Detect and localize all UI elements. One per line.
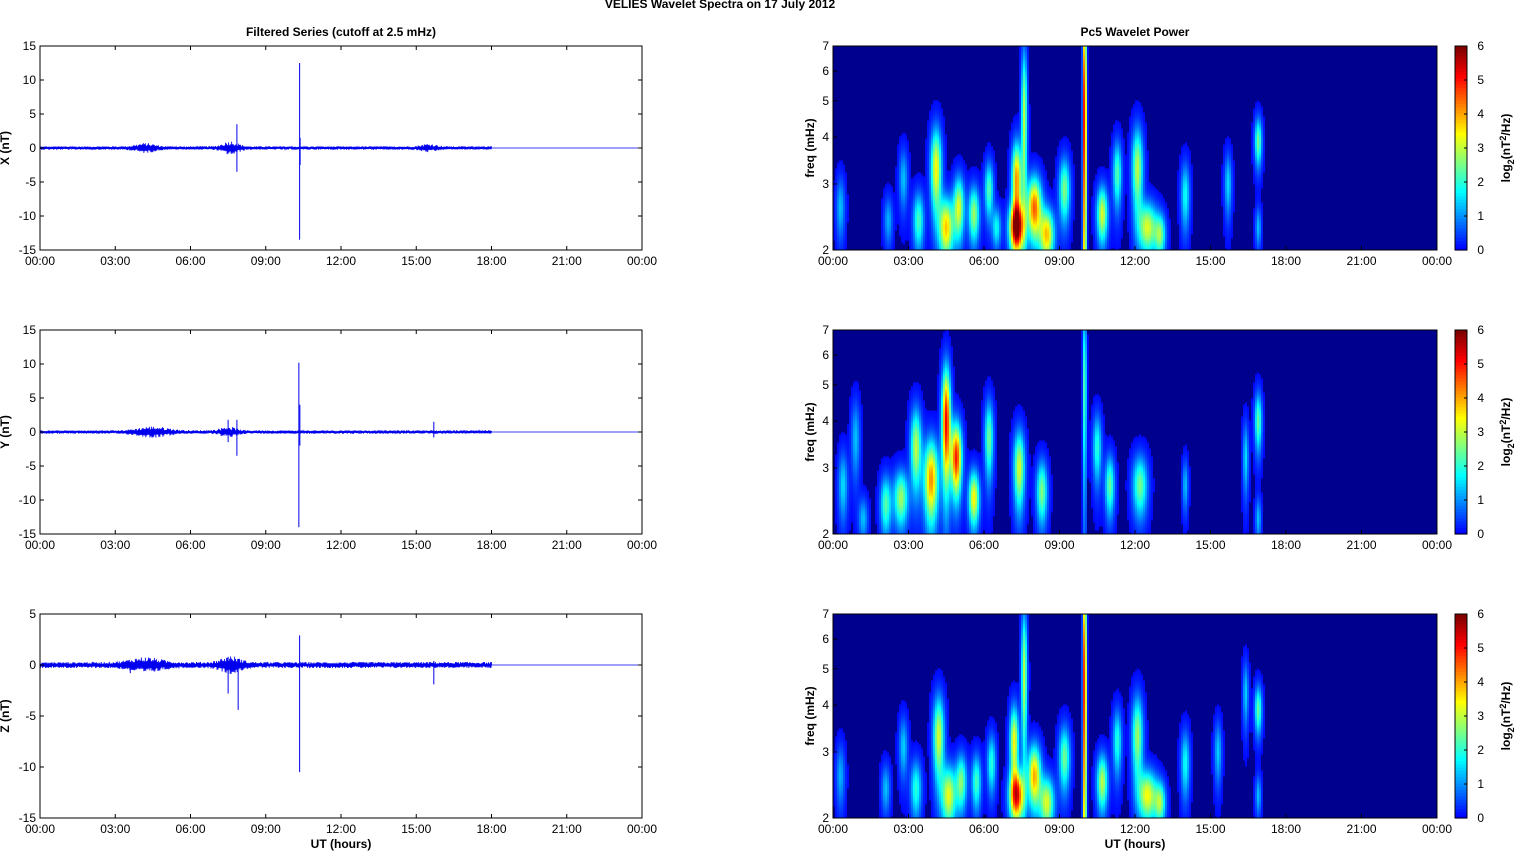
y-tick-label: -10 bbox=[19, 209, 37, 223]
x-tick-label: 12:00 bbox=[326, 254, 356, 268]
y-tick-label: 0 bbox=[29, 425, 36, 439]
x-tick-label: 12:00 bbox=[326, 538, 356, 552]
x-tick-label: 18:00 bbox=[476, 822, 506, 836]
x-tick-label: 00:00 bbox=[25, 538, 55, 552]
x-tick-label: 06:00 bbox=[175, 254, 205, 268]
y-tick-label: 15 bbox=[23, 323, 37, 337]
x-tick-label: 18:00 bbox=[476, 538, 506, 552]
y-axis-label: Z (nT) bbox=[0, 699, 12, 732]
y-tick-label: 5 bbox=[29, 107, 36, 121]
x-tick-label: 15:00 bbox=[401, 822, 431, 836]
y-tick-label: -5 bbox=[25, 459, 36, 473]
x-tick-label: 06:00 bbox=[175, 538, 205, 552]
y-tick-label: 0 bbox=[29, 658, 36, 672]
x-tick-label: 09:00 bbox=[251, 538, 281, 552]
x-tick-label: 15:00 bbox=[401, 254, 431, 268]
x-tick-label: 09:00 bbox=[251, 254, 281, 268]
x-tick-label: 18:00 bbox=[476, 254, 506, 268]
x-tick-label: 00:00 bbox=[627, 822, 657, 836]
y-axis-label: Y (nT) bbox=[0, 415, 12, 449]
y-tick-label: -10 bbox=[19, 493, 37, 507]
x-tick-label: 00:00 bbox=[627, 254, 657, 268]
y-axis-label: X (nT) bbox=[0, 131, 12, 165]
x-tick-label: 09:00 bbox=[251, 822, 281, 836]
x-tick-label: 03:00 bbox=[100, 254, 130, 268]
x-tick-label: 03:00 bbox=[100, 538, 130, 552]
x-tick-label: 21:00 bbox=[552, 254, 582, 268]
x-tick-label: 06:00 bbox=[175, 822, 205, 836]
y-tick-label: 10 bbox=[23, 357, 37, 371]
y-tick-label: -5 bbox=[25, 175, 36, 189]
x-tick-label: 03:00 bbox=[100, 822, 130, 836]
x-tick-label: 00:00 bbox=[25, 822, 55, 836]
y-tick-label: 5 bbox=[29, 607, 36, 621]
y-tick-label: 15 bbox=[23, 39, 37, 53]
y-tick-label: -10 bbox=[19, 760, 37, 774]
y-tick-label: -5 bbox=[25, 709, 36, 723]
y-tick-label: 0 bbox=[29, 141, 36, 155]
x-tick-label: 15:00 bbox=[401, 538, 431, 552]
x-tick-label: 21:00 bbox=[552, 538, 582, 552]
plot-area bbox=[40, 614, 642, 818]
panel-title: Filtered Series (cutoff at 2.5 mHz) bbox=[246, 25, 436, 39]
y-tick-label: 10 bbox=[23, 73, 37, 87]
heatmap-cells bbox=[833, 46, 1438, 251]
x-axis-label: UT (hours) bbox=[311, 837, 372, 851]
x-tick-label: 00:00 bbox=[25, 254, 55, 268]
x-tick-label: 00:00 bbox=[627, 538, 657, 552]
x-tick-label: 12:00 bbox=[326, 822, 356, 836]
x-tick-label: 21:00 bbox=[552, 822, 582, 836]
y-tick-label: 5 bbox=[29, 391, 36, 405]
